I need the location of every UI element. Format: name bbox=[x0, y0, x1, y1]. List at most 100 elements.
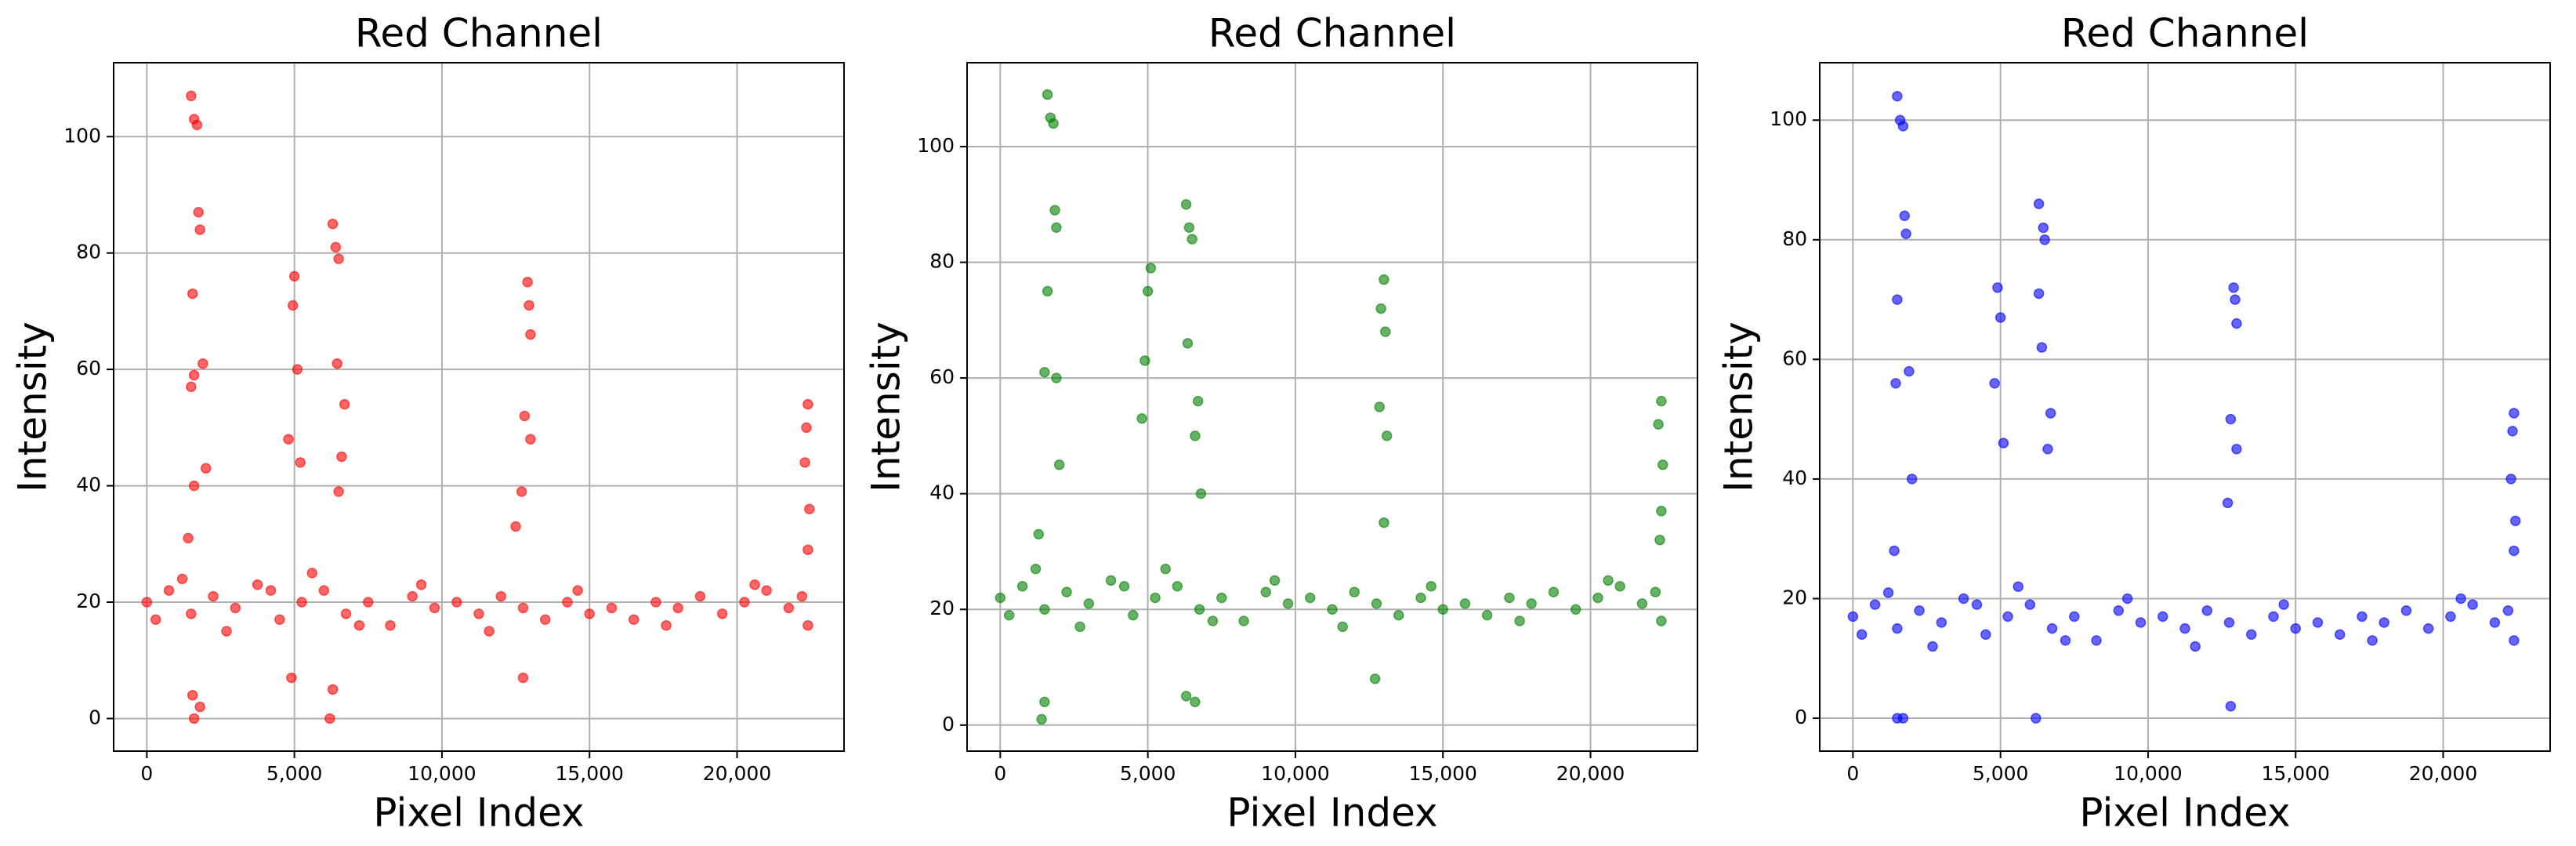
plot-frame bbox=[113, 62, 845, 752]
scatter-point bbox=[2379, 617, 2389, 628]
scatter-point bbox=[333, 486, 344, 497]
x-tick-label: 15,000 bbox=[1408, 762, 1476, 785]
x-tick-label: 15,000 bbox=[2261, 762, 2329, 785]
scatter-point bbox=[1989, 378, 2000, 389]
scatter-point bbox=[739, 597, 750, 608]
scatter-point bbox=[1415, 592, 1426, 604]
scatter-point bbox=[1892, 90, 1903, 102]
chart-title: Red Channel bbox=[1208, 11, 1456, 56]
scatter-point bbox=[2002, 611, 2013, 623]
scatter-point bbox=[2024, 599, 2036, 610]
scatter-point bbox=[2190, 641, 2201, 652]
chart-title: Red Channel bbox=[355, 11, 603, 56]
scatter-point bbox=[333, 253, 344, 264]
scatter-point bbox=[2039, 234, 2050, 245]
scatter-point bbox=[1481, 609, 1493, 621]
scatter-point bbox=[2312, 617, 2324, 628]
scatter-point bbox=[2113, 605, 2125, 616]
scatter-point bbox=[1897, 713, 1909, 724]
scatter-point bbox=[1958, 593, 1969, 605]
scatter-point bbox=[1897, 121, 1909, 132]
scatter-point bbox=[2225, 701, 2237, 712]
scatter-point bbox=[2400, 605, 2412, 616]
scatter-point bbox=[1039, 604, 1050, 615]
y-tick-label: 0 bbox=[1795, 706, 1807, 728]
scatter-point bbox=[2060, 635, 2071, 646]
scatter-point bbox=[324, 713, 335, 724]
x-tick-label: 5,000 bbox=[1120, 762, 1176, 785]
scatter-point bbox=[1426, 580, 1437, 592]
x-tick-label: 0 bbox=[994, 762, 1006, 785]
scatter-point bbox=[2228, 282, 2239, 293]
scatter-point bbox=[2033, 288, 2045, 300]
scatter-point bbox=[292, 364, 303, 375]
scatter-point bbox=[2033, 198, 2045, 209]
x-tick-label: 20,000 bbox=[703, 762, 771, 785]
scatter-point bbox=[484, 626, 495, 637]
scatter-point bbox=[1039, 696, 1050, 708]
scatter-point bbox=[2031, 713, 2042, 724]
scatter-point bbox=[1282, 598, 1294, 609]
scatter-point bbox=[183, 532, 194, 544]
scatter-point bbox=[1437, 604, 1448, 615]
scatter-point bbox=[628, 614, 639, 626]
x-tick-label: 5,000 bbox=[1973, 762, 2029, 785]
scatter-point bbox=[1381, 430, 1393, 441]
scatter-point bbox=[2509, 408, 2520, 419]
scatter-point bbox=[1195, 488, 1207, 499]
scatter-point bbox=[1650, 586, 1661, 597]
scatter-point bbox=[473, 608, 484, 619]
scatter-point bbox=[2121, 593, 2133, 605]
scatter-point bbox=[2231, 318, 2242, 329]
scatter-point bbox=[1614, 580, 1625, 592]
scatter-point bbox=[2179, 623, 2190, 634]
scatter-point bbox=[327, 218, 339, 230]
scatter-point bbox=[2230, 294, 2241, 305]
scatter-point bbox=[2223, 617, 2235, 628]
x-axis-label: Pixel Index bbox=[2079, 790, 2290, 836]
scatter-point bbox=[1049, 205, 1060, 216]
scatter-point bbox=[517, 602, 529, 614]
scatter-point bbox=[2334, 629, 2346, 641]
scatter-point bbox=[1459, 598, 1471, 609]
scatter-point bbox=[1504, 592, 1515, 604]
scatter-point bbox=[1656, 615, 1667, 626]
scatter-point bbox=[1180, 691, 1192, 702]
scatter-point bbox=[1016, 580, 1028, 592]
scatter-point bbox=[2422, 623, 2434, 634]
scatter-point bbox=[783, 602, 795, 614]
y-tick-label: 20 bbox=[929, 597, 955, 619]
scatter-point bbox=[1374, 401, 1386, 412]
scatter-point bbox=[516, 486, 527, 497]
scatter-point bbox=[2135, 617, 2147, 628]
scatter-point bbox=[1083, 598, 1095, 609]
scatter-point bbox=[197, 358, 208, 369]
scatter-point bbox=[252, 579, 263, 590]
scatter-point bbox=[525, 329, 536, 340]
scatter-point bbox=[194, 701, 205, 713]
scatter-point bbox=[191, 119, 203, 131]
scatter-point bbox=[283, 434, 294, 445]
x-tick-label: 10,000 bbox=[1261, 762, 1329, 785]
scatter-point bbox=[519, 410, 531, 422]
scatter-point bbox=[1190, 696, 1201, 708]
y-tick-label: 60 bbox=[1782, 347, 1807, 369]
scatter-point bbox=[295, 457, 306, 468]
scatter-point bbox=[330, 241, 342, 253]
scatter-point bbox=[1393, 609, 1404, 621]
scatter-point bbox=[1371, 598, 1382, 609]
scatter-point bbox=[2245, 629, 2257, 641]
scatter-point bbox=[1327, 604, 1338, 615]
scatter-point bbox=[1003, 609, 1015, 621]
scatter-point bbox=[353, 619, 365, 631]
scatter-point bbox=[1548, 586, 1560, 597]
scatter-point bbox=[1994, 312, 2006, 323]
scatter-point bbox=[2509, 635, 2520, 646]
scatter-point bbox=[1890, 378, 1901, 389]
scatter-point bbox=[1207, 615, 1219, 626]
x-tick-label: 5,000 bbox=[266, 762, 323, 785]
scatter-point bbox=[2091, 635, 2102, 646]
scatter-point bbox=[1636, 598, 1648, 609]
scatter-point bbox=[200, 463, 212, 474]
scatter-point bbox=[1192, 395, 1204, 407]
